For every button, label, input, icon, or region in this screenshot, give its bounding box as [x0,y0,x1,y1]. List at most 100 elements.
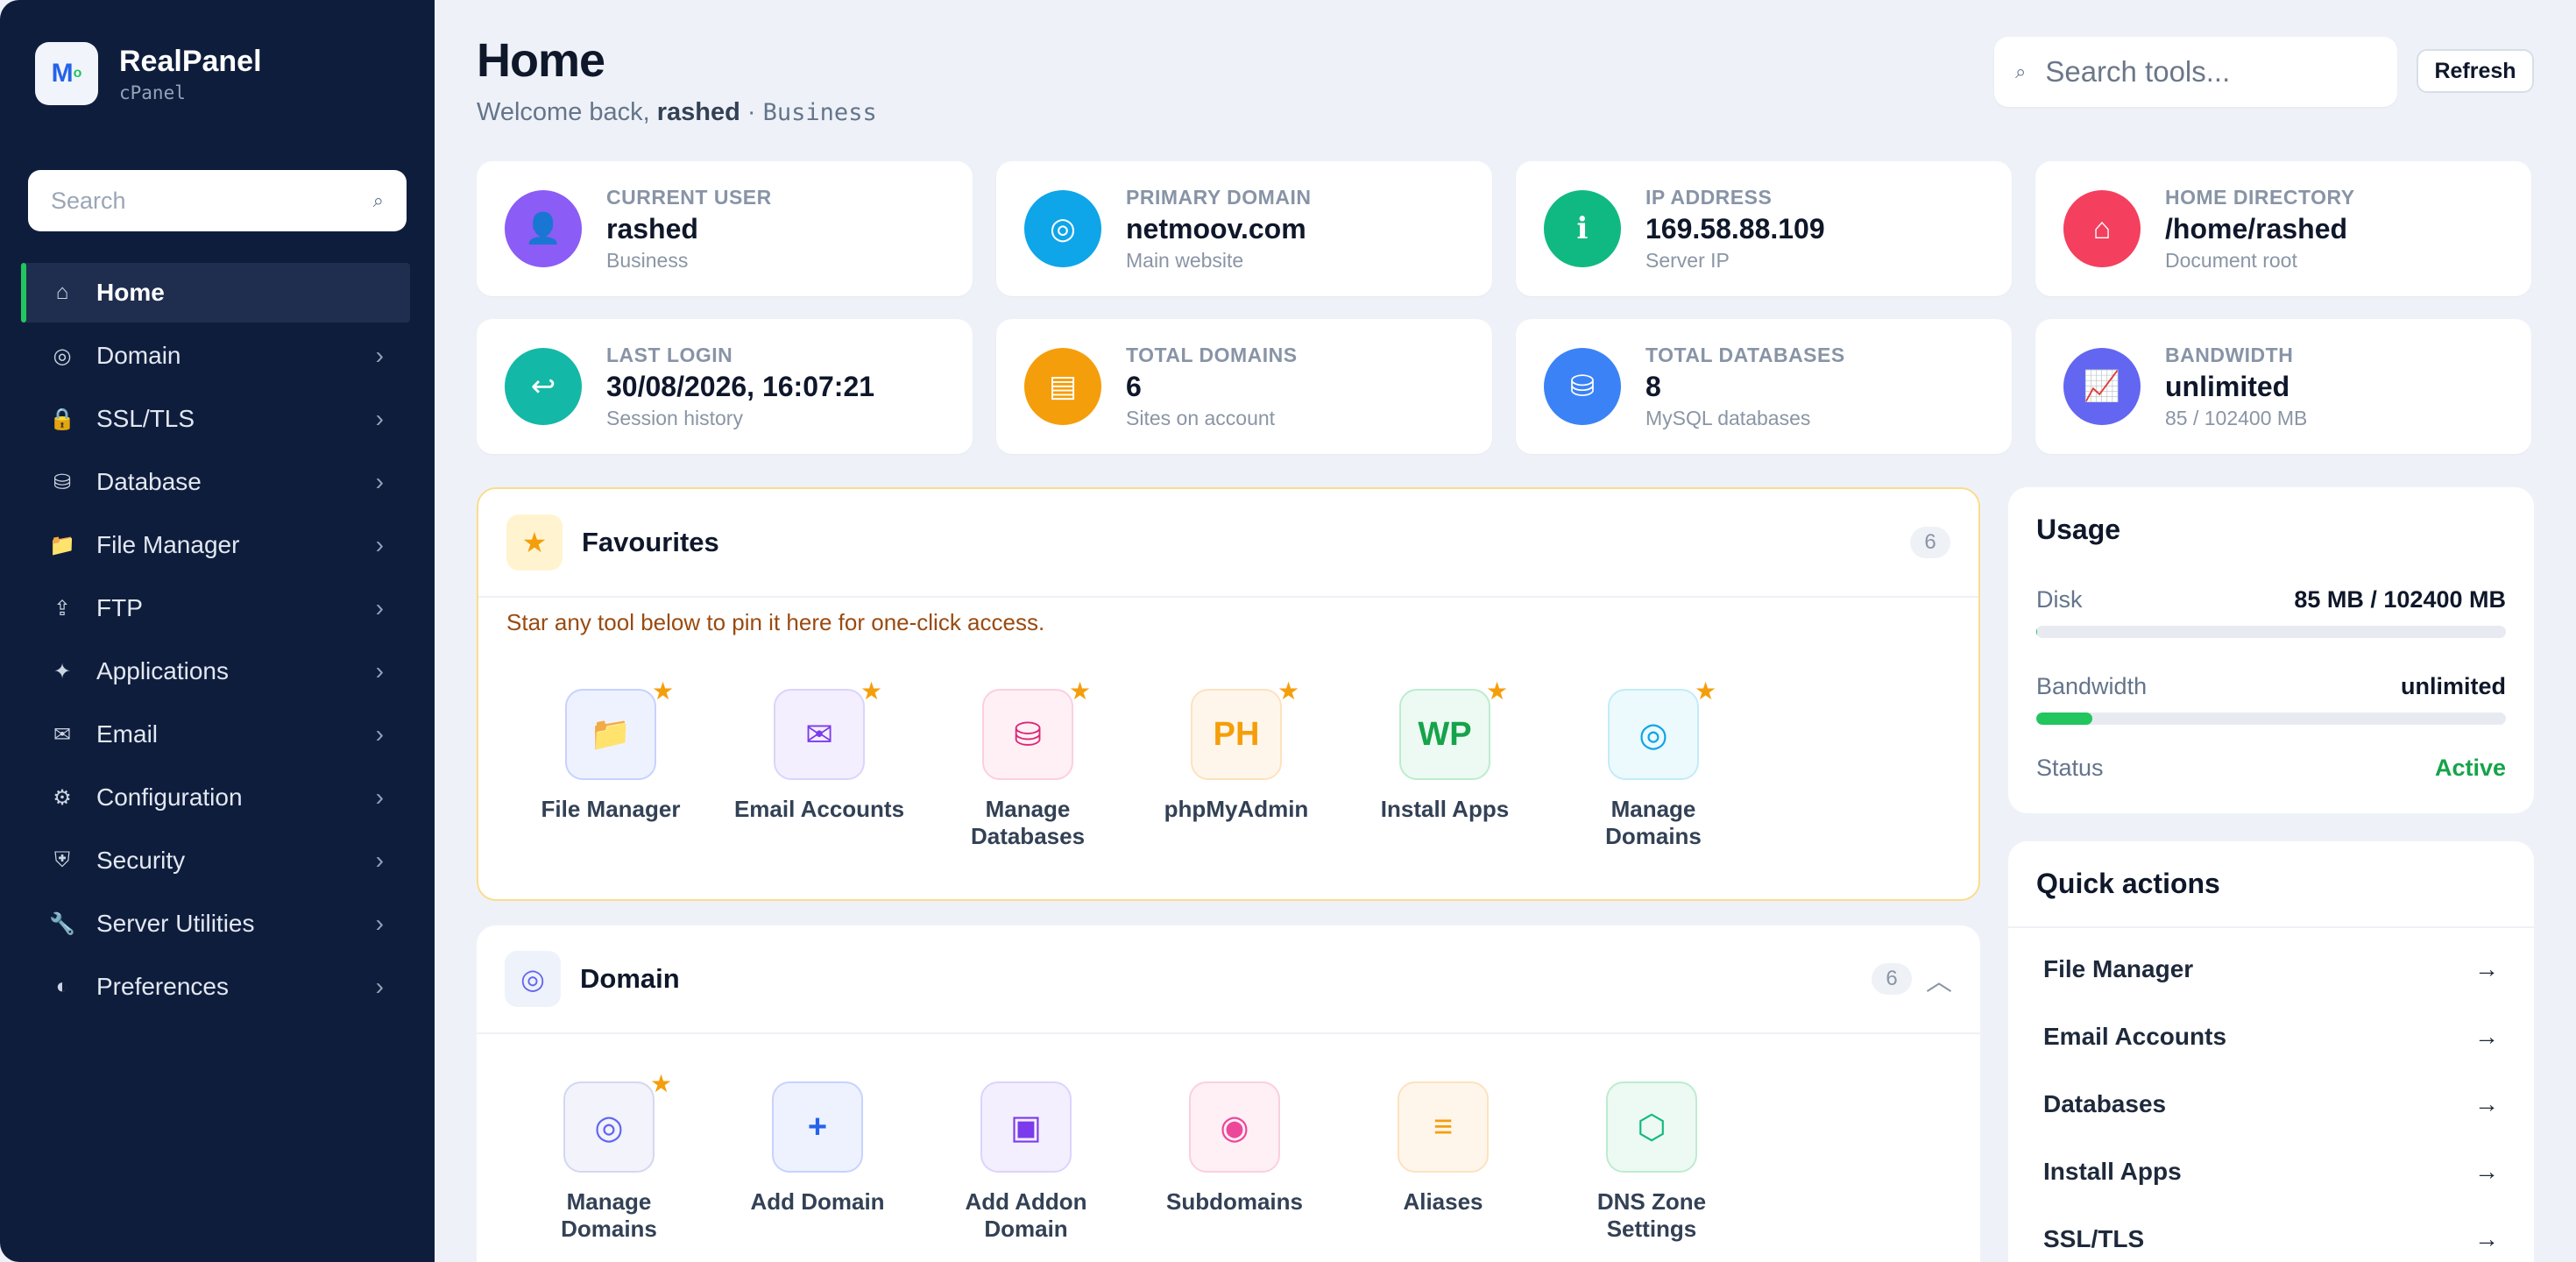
tool-tile-dns-zone-settings[interactable]: ⬡ DNS Zone Settings [1547,1081,1756,1243]
tool-tile-file-manager[interactable]: 📁 File Manager ★ [506,677,715,850]
tool-icon: 📁 [565,689,656,780]
stat-card-total-domains: ▤ TOTAL DOMAINS 6 Sites on account [996,319,1492,454]
sidebar-item-ssl-tls[interactable]: 🔒 SSL/TLS › [21,389,410,449]
stat-label: PRIMARY DOMAIN [1126,185,1312,209]
stat-icon: ◎ [1024,190,1101,267]
ftp-icon: ⇪ [53,596,72,620]
stats-grid: 👤 CURRENT USER rashed Business ◎ PRIMARY DOMA… [477,161,2534,454]
quick-action-ssl-tls[interactable]: SSL/TLS → [2008,1205,2534,1262]
arrow-right-icon: → [2474,1157,2499,1185]
star-icon[interactable]: ★ [652,677,675,705]
sidebar-item-server-utilities[interactable]: 🔧 Server Utilities › [21,894,410,954]
stat-value: unlimited [2165,370,2290,402]
sidebar-item-home[interactable]: ⌂ Home [21,263,410,323]
sidebar-item-file-manager[interactable]: 📁 File Manager › [21,515,410,575]
sidebar-item-ftp[interactable]: ⇪ FTP › [21,578,410,638]
chevron-right-icon: › [375,468,384,495]
chevron-right-icon: › [375,720,384,748]
tool-label: File Manager [541,796,681,822]
sidebar-item-domain[interactable]: ◎ Domain › [21,326,410,386]
tool-label: Manage Domains [1605,796,1702,849]
stat-subtext: Server IP [1645,248,1730,272]
stat-body: TOTAL DOMAINS 6 Sites on account [1126,344,1298,430]
search-icon: ⌕ [2015,60,2027,82]
stat-icon: ⌂ [2063,190,2141,267]
quick-actions-list: File Manager → Email Accounts → Databases → In… [2008,928,2534,1262]
stat-label: CURRENT USER [606,185,772,209]
tool-tile-add-addon-domain[interactable]: ▣ Add Addon Domain [922,1081,1130,1243]
sidebar-item-label: Database [96,468,202,495]
stat-label: TOTAL DOMAINS [1126,343,1298,366]
favourites-tiles: 📁 File Manager ★ ✉ Email Accounts ★ ⛁ Manage Da… [506,677,1758,850]
stat-subtext: MySQL databases [1645,406,1811,429]
star-icon[interactable]: ★ [1486,677,1509,705]
quick-action-email-accounts[interactable]: Email Accounts → [2008,1003,2534,1070]
star-icon: ★ [506,514,563,571]
quick-action-install-apps[interactable]: Install Apps → [2008,1138,2534,1205]
stat-icon: ℹ [1544,190,1621,267]
sidebar-nav: ⌂ Home ◎ Domain › 🔒 SSL/TLS › ⛁ Database › 📁 File Ma… [21,263,410,1020]
quick-actions-panel: Quick actions File Manager → Email Account… [2008,841,2534,1262]
wrench-icon: 🔧 [49,911,75,936]
arrow-right-icon: → [2474,1022,2499,1050]
star-icon[interactable]: ★ [860,677,883,705]
stat-value: 30/08/2026, 16:07:21 [606,370,875,402]
sidebar-item-applications[interactable]: ✦ Applications › [21,642,410,701]
sidebar: Mo RealPanel cPanel ⌕ ⌂ Home ◎ Domain › 🔒 SSL/… [0,0,435,1262]
status-label: Status [2036,755,2104,781]
usage-panel: Usage Disk 85 MB / 102400 MB Bandwidth u… [2008,487,2534,813]
sidebar-item-email[interactable]: ✉ Email › [21,705,410,764]
stat-icon: 👤 [505,190,582,267]
chevron-up-icon[interactable]: ︿ [1926,968,1952,996]
star-icon[interactable]: ★ [1277,677,1300,705]
tool-tile-manage-databases[interactable]: ⛁ Manage Databases ★ [924,677,1132,850]
tool-tile-manage-domains[interactable]: ◎ Manage Domains ★ [505,1070,713,1243]
tool-tile-phpmyadmin[interactable]: PH phpMyAdmin ★ [1132,677,1341,850]
stat-subtext: Document root [2165,248,2297,272]
quick-action-label: Email Accounts [2043,1022,2227,1050]
star-icon[interactable]: ★ [1069,677,1092,705]
tool-tile-install-apps[interactable]: WP Install Apps ★ [1341,677,1549,850]
quick-action-label: Install Apps [2043,1157,2182,1185]
stat-label: IP ADDRESS [1645,185,1773,209]
arrow-right-icon: → [2474,954,2499,982]
star-icon[interactable]: ★ [1695,677,1717,705]
tool-tile-email-accounts[interactable]: ✉ Email Accounts ★ [715,677,924,850]
sidebar-item-label: SSL/TLS [96,405,195,432]
chevron-right-icon: › [375,910,384,937]
sidebar-item-preferences[interactable]: ◐ Preferences › [21,957,410,1017]
tool-icon: ◎ [1608,689,1699,780]
tool-search-input[interactable] [2045,55,2370,89]
sidebar-item-configuration[interactable]: ⚙ Configuration › [21,768,410,827]
sidebar-search-input[interactable] [51,187,349,215]
domain-header[interactable]: ◎ Domain 6 ︿ [477,925,1980,1034]
sidebar-search[interactable]: ⌕ [28,170,407,231]
quick-action-file-manager[interactable]: File Manager → [2008,935,2534,1003]
sidebar-item-label: Security [96,847,186,874]
stat-icon: ▤ [1024,348,1101,425]
tool-tile-aliases[interactable]: ≡ Aliases [1339,1081,1547,1243]
chevron-right-icon: › [375,973,384,1000]
sidebar-item-database[interactable]: ⛁ Database › [21,452,410,512]
sidebar-item-label: Configuration [96,783,243,811]
bandwidth-progress-fill [2036,713,2093,725]
tool-icon: ✉ [774,689,865,780]
chevron-right-icon: › [375,531,384,558]
star-icon[interactable]: ★ [650,1070,673,1097]
tool-search[interactable]: ⌕ [1994,37,2397,107]
quick-action-label: File Manager [2043,954,2194,982]
chevron-right-icon: › [375,405,384,432]
sidebar-item-security[interactable]: ⛨ Security › [21,831,410,890]
refresh-button[interactable]: Refresh [2417,49,2534,93]
stat-label: TOTAL DATABASES [1645,343,1845,366]
domain-tiles: ◎ Manage Domains ★ + Add Domain ▣ Add Addon Do… [505,1070,1756,1243]
tool-tile-manage-domains[interactable]: ◎ Manage Domains ★ [1549,677,1758,850]
search-icon[interactable]: ⌕ [372,189,384,211]
tool-tile-subdomains[interactable]: ◉ Subdomains [1130,1081,1339,1243]
tool-tile-add-domain[interactable]: + Add Domain [713,1081,922,1243]
stat-value: 169.58.88.109 [1645,212,1825,245]
database-icon: ⛁ [53,470,72,494]
quick-action-databases[interactable]: Databases → [2008,1070,2534,1138]
stat-subtext: Business [606,248,689,272]
